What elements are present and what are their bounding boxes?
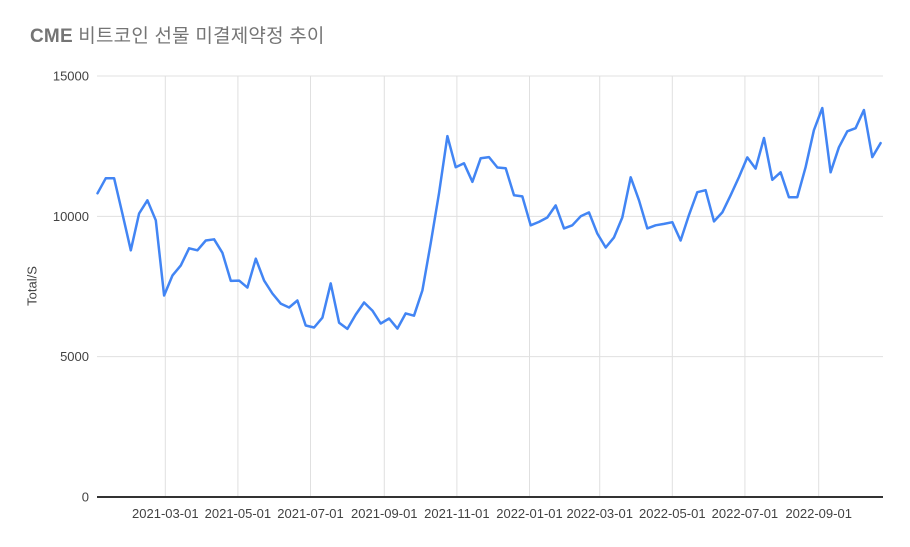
y-axis-tick-label: 15000 [53,69,89,84]
x-axis-tick-label: 2022-05-01 [639,506,706,521]
x-axis-tick-label: 2021-09-01 [351,506,418,521]
chart-title-text: 비트코인 선물 미결제약정 추이 [72,26,325,47]
x-axis-tick-label: 2022-03-01 [566,506,633,521]
chart-title-prefix: CME [30,26,73,47]
x-axis-tick-label: 2021-07-01 [277,506,344,521]
y-axis-tick-label: 10000 [53,209,89,224]
y-axis-tick-label: 5000 [60,349,89,364]
y-axis-tick-label: 0 [82,490,89,505]
x-axis-tick-label: 2021-11-01 [424,506,490,521]
chart-title: CME 비트코인 선물 미결제약정 추이 [30,26,325,48]
x-axis-tick-label: 2022-01-01 [496,506,563,521]
x-axis-tick-label: 2021-05-01 [205,506,272,521]
x-axis-tick-label: 2022-07-01 [712,506,779,521]
x-axis-tick-label: 2022-09-01 [785,506,852,521]
x-axis-tick-label: 2021-03-01 [132,506,199,521]
series-line-total-s [96,106,882,331]
